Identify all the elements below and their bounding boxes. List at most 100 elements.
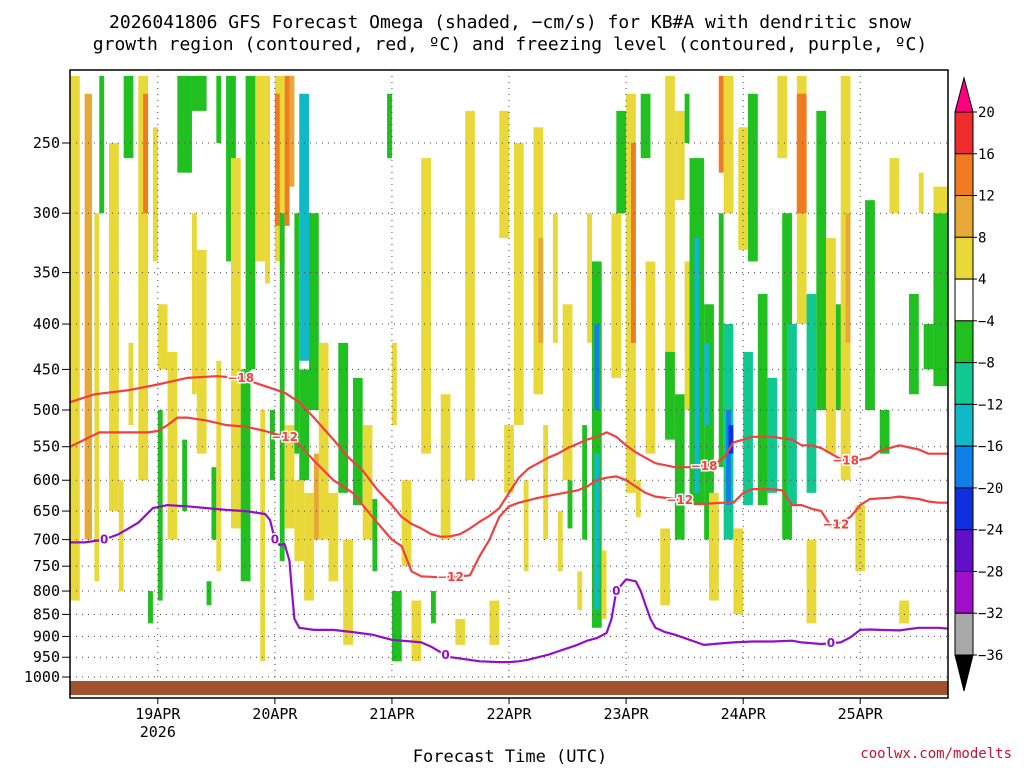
colorbar-segment — [954, 403, 974, 447]
omega-cell — [806, 539, 817, 624]
colorbar-label: 20 — [978, 105, 995, 121]
omega-cell — [513, 143, 524, 426]
colorbar-segment — [954, 362, 974, 405]
x-tick-label: 21APR — [369, 705, 415, 723]
omega-cell — [845, 213, 851, 343]
y-tick-label: 650 — [33, 502, 60, 520]
omega-cell — [723, 75, 734, 214]
y-tick-label: 300 — [33, 204, 60, 222]
omega-cell — [284, 75, 290, 226]
omega-cell — [806, 294, 817, 493]
omega-cell — [557, 511, 563, 572]
omega-cell — [245, 75, 256, 370]
omega-cell — [255, 75, 266, 262]
omega-cell — [718, 213, 724, 468]
x-tick-label: 23APR — [604, 705, 650, 723]
y-tick-label: 950 — [33, 648, 60, 666]
omega-cell — [206, 581, 212, 606]
omega-cell — [269, 410, 275, 481]
y-axis-pressure: 250 300 350 400 450 500 550 600 650 700 750 800 850 9… — [24, 134, 70, 686]
omega-cell — [733, 528, 744, 615]
colorbar-label: −20 — [978, 481, 1003, 497]
omega-cell — [826, 238, 836, 454]
contour-label: −18 — [691, 459, 718, 473]
omega-cell — [743, 351, 753, 506]
omega-cell — [787, 324, 797, 506]
omega-cell — [738, 127, 749, 250]
x-tick-year-label: 2026 — [140, 723, 176, 741]
x-tick-label: 24APR — [721, 705, 767, 723]
contour-label: −12 — [437, 570, 464, 584]
omega-cell — [279, 213, 285, 562]
omega-cell — [118, 480, 124, 592]
colorbar-top-arrow — [954, 76, 974, 113]
y-tick-label: 1000 — [24, 668, 60, 686]
contour-label: 0 — [100, 533, 108, 547]
colorbar-segment — [954, 236, 974, 280]
omega-cell — [543, 425, 549, 540]
colorbar-segment — [954, 278, 974, 322]
y-tick-label: 450 — [33, 360, 60, 378]
x-tick-label: 25APR — [838, 705, 884, 723]
omega-cell — [635, 480, 641, 517]
omega-cell — [94, 213, 100, 582]
chart-title-line-2: growth region (contoured, red, ºC) and f… — [93, 34, 927, 55]
omega-cell — [352, 377, 363, 506]
omega-cell — [757, 294, 768, 506]
omega-cell — [260, 410, 266, 662]
omega-cell — [421, 158, 431, 454]
omega-cell — [299, 93, 310, 361]
omega-cell — [504, 425, 514, 493]
omega-cell — [538, 238, 544, 343]
colorbar-label: 4 — [978, 272, 986, 288]
y-tick-label: 500 — [33, 401, 60, 419]
omega-cell — [640, 93, 651, 159]
omega-cell — [191, 213, 197, 395]
x-tick-label: 22APR — [486, 705, 532, 723]
omega-cell — [362, 425, 373, 540]
omega-cell — [157, 304, 168, 370]
x-tick-label: 19APR — [135, 705, 181, 723]
y-tick-label: 700 — [33, 531, 60, 549]
omega-cell — [167, 351, 178, 540]
omega-cell — [372, 499, 378, 572]
omega-cell — [230, 158, 241, 529]
omega-cell — [152, 127, 158, 262]
x-axis-label: Forecast Time (UTC) — [413, 747, 607, 767]
y-tick-label: 900 — [33, 627, 60, 645]
omega-cell — [216, 360, 222, 572]
y-tick-label: 250 — [33, 134, 60, 152]
omega-cell — [294, 213, 300, 454]
omega-cell — [338, 342, 349, 493]
colorbar-segment — [954, 445, 974, 489]
omega-cell — [601, 550, 607, 619]
omega-cell — [265, 75, 270, 284]
omega-cell — [933, 213, 948, 387]
omega-cell — [318, 342, 329, 540]
omega-cell — [489, 600, 500, 645]
colorbar-label: −8 — [978, 356, 995, 372]
omega-cell — [387, 93, 392, 159]
omega-cell — [718, 75, 724, 173]
y-tick-label: 750 — [33, 557, 60, 575]
omega-cell — [709, 492, 719, 601]
omega-cell — [191, 75, 207, 111]
omega-cell — [284, 425, 295, 529]
omega-cell — [411, 600, 422, 662]
terrain-ground-band — [70, 681, 948, 695]
omega-cell — [401, 480, 412, 567]
contour-label: −18 — [227, 371, 254, 385]
omega-shading — [70, 75, 948, 662]
omega-cell — [748, 93, 758, 262]
omega-cell — [274, 93, 280, 226]
credit-link[interactable]: coolwx.com/modelts — [860, 746, 1012, 762]
omega-cell — [523, 480, 529, 572]
contour-label: 0 — [271, 533, 279, 547]
omega-cell — [533, 127, 544, 395]
omega-cell — [299, 369, 310, 481]
omega-cell — [440, 394, 451, 540]
grid-lines — [70, 70, 948, 681]
colorbar-segment — [954, 320, 974, 364]
omega-cell — [728, 425, 734, 454]
